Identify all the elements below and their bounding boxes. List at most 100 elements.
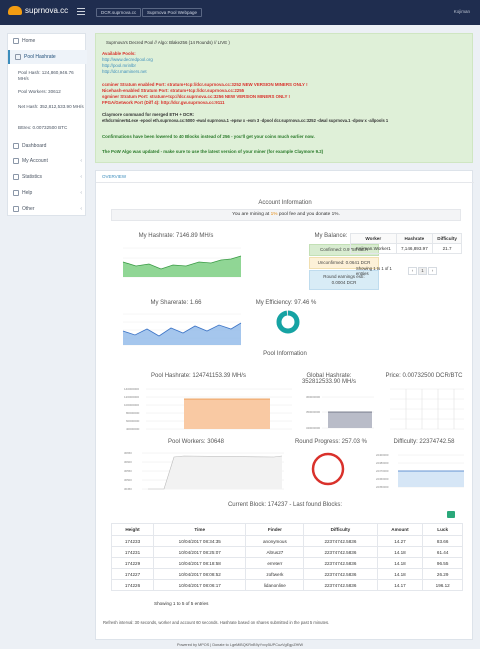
block-time: 10/04/2017 08:08:52 [153, 568, 247, 580]
sidebar-item-other[interactable]: Other ‹ [8, 202, 87, 216]
column-header[interactable]: Difficulty [303, 523, 378, 536]
column-header[interactable]: Hashrate [395, 233, 434, 244]
sidebar-item-label: Pool Hashrate [24, 54, 56, 60]
account-section-title: Account Information [258, 200, 312, 206]
my-sharerate-title: My Sharerate: 1.66 [150, 300, 202, 306]
svg-text:100000000: 100000000 [124, 403, 139, 407]
block-luck: 83.66 [422, 535, 463, 547]
sidebar-item-help[interactable]: Help ‹ [8, 186, 87, 200]
my-hashrate-title: My Hashrate: 7146.89 MH/s [138, 233, 214, 239]
user-menu[interactable]: Kojiman [453, 9, 470, 14]
pool-workers-chart: 30650 30600 30550 30500 30450 [124, 451, 284, 491]
table-row: 174231 10/04/2017 08:25:07 Altrus27 2237474… [110, 546, 463, 558]
my-efficiency-title: My Efficiency: 97.46 % [255, 300, 317, 306]
difficulty-title: Difficulty: 22374742.58 [393, 439, 455, 445]
table-row: 174229 10/04/2017 08:18:58 erreterr 2237474… [110, 557, 463, 569]
block-finder: Altrus27 [245, 546, 305, 558]
sidebar-item-home[interactable]: Home [8, 34, 87, 48]
column-header[interactable]: Height [110, 523, 155, 536]
pow-update-note: The PoW Algo was updated - make sure to … [102, 149, 324, 154]
dashboard-icon [13, 143, 19, 149]
sidebar-item-label: Home [22, 38, 36, 44]
block-time: 10/04/2017 08:25:07 [153, 546, 247, 558]
confirmations-note: Confirmations have been lowered to 40 Bl… [102, 134, 315, 139]
table-row: 174233 10/04/2017 08:34:35 anonymous 223747… [110, 535, 463, 547]
block-difficulty: 22374742.5836 [303, 568, 378, 580]
chevron-left-icon: ‹ [80, 158, 82, 164]
svg-text:22350000: 22350000 [376, 485, 389, 489]
column-header[interactable]: Amount [376, 523, 424, 536]
workers-pagination: ‹ 1 › [408, 267, 437, 275]
block-luck: 196.12 [422, 579, 463, 591]
column-header[interactable]: Luck [422, 523, 463, 536]
fee-prefix: You are mining at [232, 212, 271, 217]
export-icon[interactable] [447, 511, 455, 518]
pool-hash-stat: Pool Hash: 124,860,946.76 MH/s [18, 70, 74, 81]
claymore-title: Claymore command for merged ETH + DCR: [102, 112, 195, 117]
table-row: Kojiman.Worker1 7,146,893.97 21.7 [350, 243, 462, 254]
block-finder: anonymous [245, 535, 305, 547]
sidebar-item-label: Dashboard [22, 143, 47, 149]
main-content: OVERVIEW Account Information You are min… [95, 170, 474, 640]
sidebar-item-label: Other [22, 206, 35, 212]
nicehash-port: Nicehash-enabled Stratum Port: stratum+t… [102, 88, 245, 93]
chart-icon [15, 54, 21, 60]
chevron-left-icon: ‹ [80, 190, 82, 196]
pool-hashrate-title: Pool Hashrate: 124741153.39 MH/s [151, 373, 246, 379]
svg-text:22400000: 22400000 [376, 453, 389, 457]
blocks-section-title: Current Block: 174237 - Last found Block… [227, 502, 343, 508]
sidebar-item-dashboard[interactable]: Dashboard [8, 139, 87, 153]
blocks-showing: Showing 1 to 5 of 5 entries [154, 601, 209, 606]
svg-text:22370000: 22370000 [376, 469, 389, 473]
column-header[interactable]: Worker [350, 233, 397, 244]
round-earnings-value: 0.0004 DCR [331, 280, 357, 285]
sidebar-item-statistics[interactable]: Statistics ‹ [8, 170, 87, 184]
dcr-site-button[interactable]: DCR.suprnova.cc [96, 8, 142, 17]
prev-page-button[interactable]: ‹ [408, 267, 417, 275]
worker-name: Kojiman.Worker1 [350, 243, 397, 254]
page-button[interactable]: 1 [418, 267, 427, 275]
column-header[interactable]: Difficulty [432, 233, 462, 244]
brand-logo[interactable]: suprnova.cc [8, 6, 68, 15]
chevron-left-icon: ‹ [80, 174, 82, 180]
brand-name: suprnova.cc [25, 6, 69, 15]
block-time: 10/04/2017 08:06:17 [153, 579, 247, 591]
svg-text:40000000: 40000000 [126, 427, 140, 431]
fee-value: 1% [270, 212, 278, 217]
svg-text:340000000: 340000000 [306, 426, 320, 430]
pool-link[interactable]: http://www.decredpool.org [102, 57, 153, 62]
block-difficulty: 22374742.5836 [303, 546, 378, 558]
user-icon [13, 158, 19, 164]
pool-link[interactable]: http://pool.mrinlbr [102, 63, 136, 68]
block-height: 174229 [110, 557, 155, 569]
sidebar-item-label: Statistics [22, 174, 43, 180]
svg-text:350000000: 350000000 [306, 410, 320, 414]
top-navbar: suprnova.cc DCR.suprnova.cc Suprnova Poo… [0, 0, 480, 25]
round-progress-title: Round Progress: 257.03 % [294, 439, 368, 445]
round-earnings: Round earnings estí: 0.0004 DCR [309, 270, 379, 290]
available-pools-label: Available Pools: [102, 51, 136, 56]
stats-icon [13, 174, 19, 180]
sidebar-item-pool-hashrate[interactable]: Pool Hashrate [8, 50, 87, 64]
block-luck: 61.44 [422, 546, 463, 558]
page-footer: Powered by MPOS | Donate to LgeMiBQKRnB9… [176, 643, 304, 647]
sidebar-item-my-account[interactable]: My Account ‹ [8, 154, 87, 168]
pool-link[interactable]: http://dcr.maminers.net [102, 69, 147, 74]
pool-title: Suprnova's Decred Pool // Algo: Blake256… [106, 40, 230, 45]
pool-workers-title: Pool Workers: 30648 [168, 439, 224, 445]
refresh-note: Refresh interval: 30 seconds, worker and… [103, 620, 330, 625]
column-header[interactable]: Finder [245, 523, 305, 536]
block-finder: zoftwerk [245, 568, 305, 580]
difficulty-chart: 22400000 22380000 22370000 22360000 22350000 [376, 453, 464, 489]
price-chart [390, 388, 464, 430]
fpga-port: FPGA/Getwork Port (Diff 4): http://dcr.g… [102, 100, 225, 105]
next-page-button[interactable]: › [428, 267, 437, 275]
unconfirmed-balance: Unconfirmed: 0.0641 DCR [309, 257, 379, 269]
column-header[interactable]: Time [153, 523, 247, 536]
workers-table: Worker Hashrate Difficulty Kojiman.Worke… [350, 233, 462, 254]
tab-overview[interactable]: OVERVIEW [102, 174, 127, 179]
worker-hashrate: 7,146,893.97 [395, 243, 434, 254]
pool-webpage-button[interactable]: Suprnova Pool Webpage [142, 8, 202, 17]
workers-showing: Showing 1 to 1 of 1 entries [356, 266, 392, 276]
menu-toggle-icon[interactable] [77, 8, 85, 15]
